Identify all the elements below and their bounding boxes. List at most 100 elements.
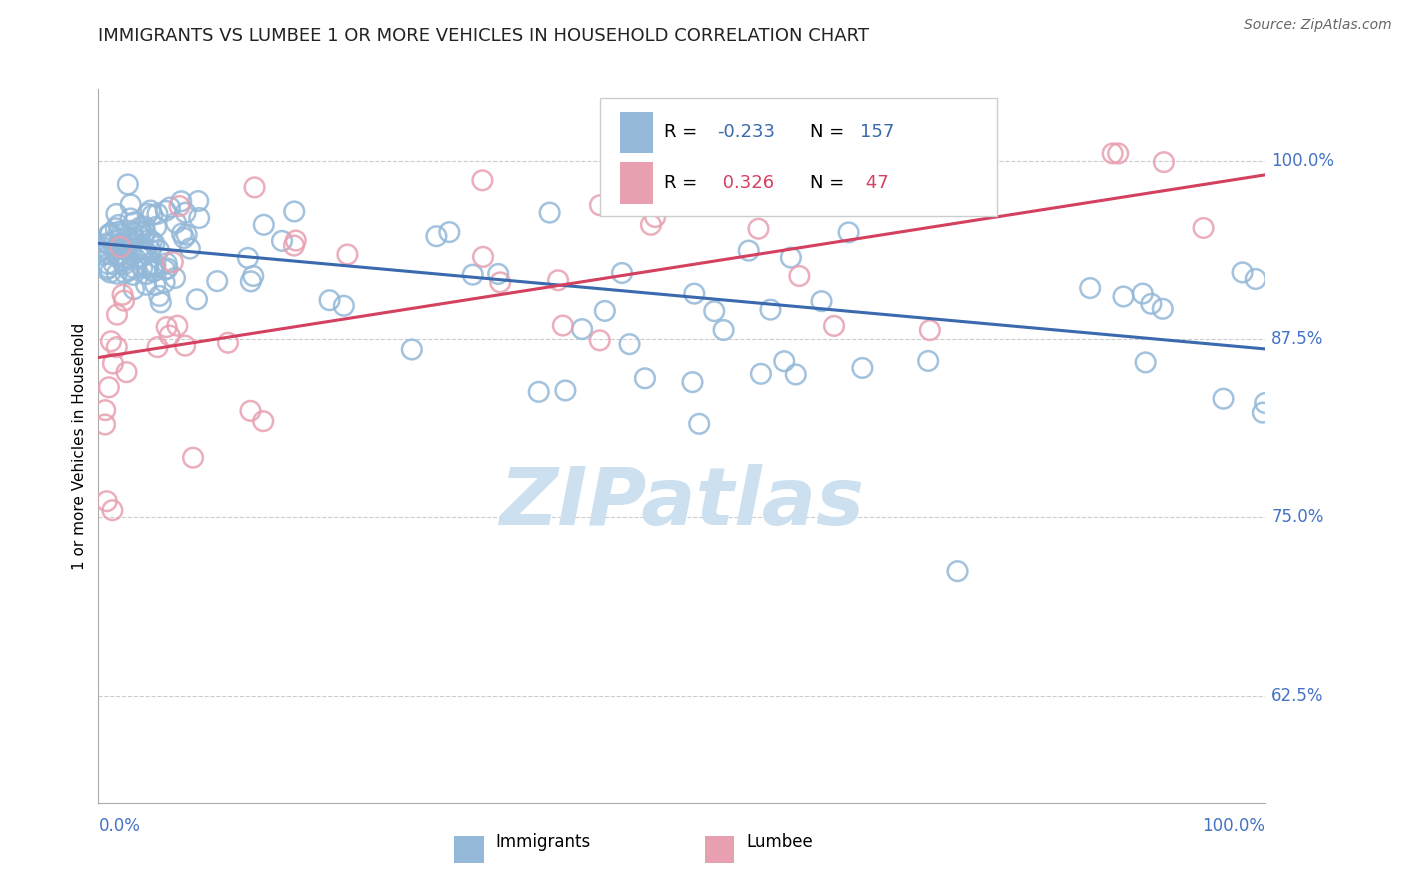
Point [336,247,359,261]
Point [131,260,153,275]
Point [589,334,612,348]
Point [143,264,166,278]
Point [156,320,179,334]
Point [139,203,162,218]
Point [683,139,706,153]
Text: N =: N = [810,123,851,141]
Point [128,241,150,255]
Point [173,231,195,245]
Point [571,322,593,336]
Point [110,248,132,262]
Point [120,224,142,238]
Point [128,224,150,238]
Point [108,232,131,246]
Point [141,234,163,248]
Point [217,335,239,350]
Point [253,218,276,232]
Point [153,262,176,277]
Text: Source: ZipAtlas.com: Source: ZipAtlas.com [1244,18,1392,32]
Text: Lumbee: Lumbee [747,833,813,851]
Point [439,225,461,239]
Point [114,240,136,254]
Point [644,210,666,224]
Point [97,237,120,252]
Point [640,218,662,232]
Point [1153,155,1175,169]
Point [682,375,704,389]
Point [120,244,142,259]
Point [917,354,939,368]
Point [713,323,735,337]
Point [589,198,612,212]
Point [486,267,509,281]
Point [1232,265,1254,279]
Point [120,236,142,251]
Point [283,238,305,252]
Point [114,251,136,265]
Point [148,243,170,257]
Point [1244,272,1267,286]
Point [122,232,145,246]
Point [112,243,135,257]
Point [104,221,127,235]
Point [120,211,142,226]
Point [205,274,228,288]
Text: 62.5%: 62.5% [1271,687,1323,705]
Point [136,207,159,221]
Point [905,146,928,161]
Point [773,354,796,368]
Point [134,243,156,257]
Point [471,173,494,187]
Point [747,221,769,235]
Point [114,266,136,280]
Text: 0.326: 0.326 [717,174,775,192]
Point [170,194,193,209]
Point [104,243,127,257]
Point [110,252,132,267]
Point [186,293,208,307]
Point [103,258,125,272]
Point [120,197,142,211]
Point [97,260,120,275]
Point [153,276,176,290]
Point [243,180,266,194]
Point [134,227,156,242]
Point [122,268,145,282]
Point [169,199,191,213]
Point [165,216,187,230]
Point [838,226,860,240]
Point [97,257,120,271]
Point [489,276,512,290]
Point [104,234,127,248]
Point [159,328,181,343]
Point [111,254,134,268]
Point [101,503,124,517]
Point [145,219,167,234]
Point [634,371,657,385]
FancyBboxPatch shape [620,112,652,153]
Point [105,308,128,322]
Point [162,255,184,269]
Point [124,215,146,229]
Point [1254,396,1277,410]
Point [107,247,129,261]
Point [749,367,772,381]
Point [688,417,710,431]
Point [1152,301,1174,316]
Point [98,247,121,261]
Point [181,450,204,465]
Point [619,337,641,351]
Point [142,264,165,278]
Point [547,273,569,287]
Text: 100.0%: 100.0% [1202,817,1265,835]
Point [122,260,145,275]
Text: IMMIGRANTS VS LUMBEE 1 OR MORE VEHICLES IN HOUSEHOLD CORRELATION CHART: IMMIGRANTS VS LUMBEE 1 OR MORE VEHICLES … [98,27,869,45]
Point [115,242,138,256]
Point [1112,289,1135,303]
Point [112,258,135,272]
Point [551,318,574,333]
Point [284,234,307,248]
Point [187,194,209,208]
Point [101,357,124,371]
Point [174,205,197,219]
